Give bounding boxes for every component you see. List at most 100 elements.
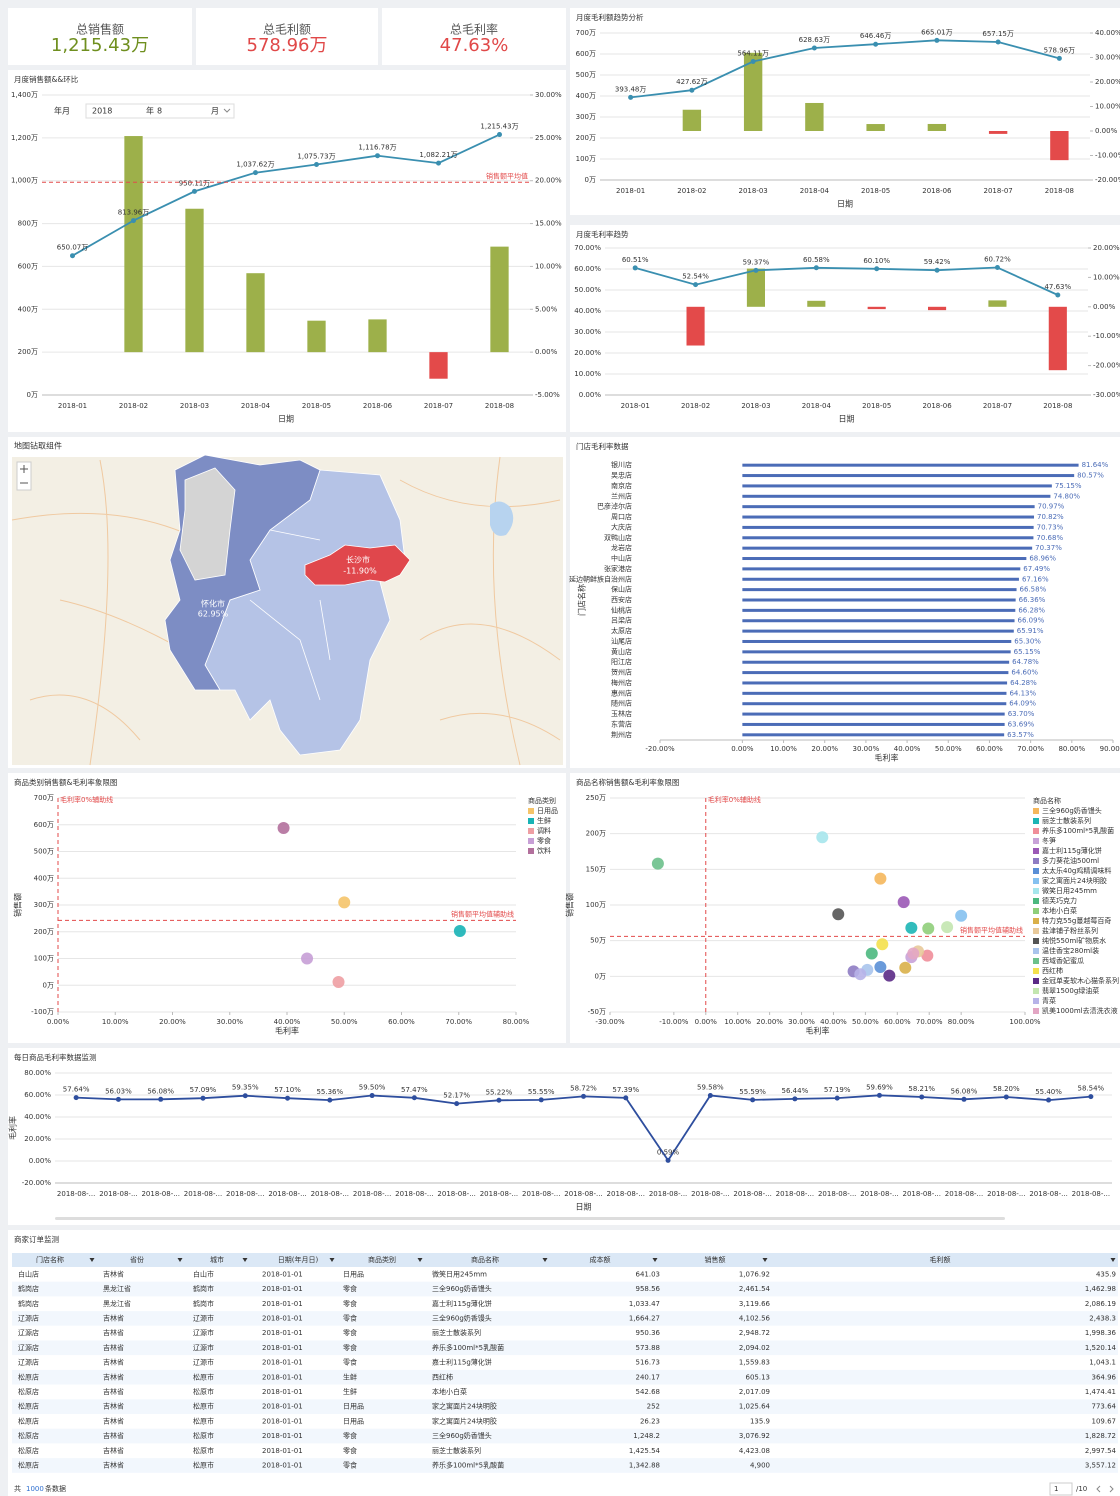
legend-swatch[interactable]: [1033, 928, 1039, 934]
table-cell: 零食: [343, 1284, 357, 1293]
column-header[interactable]: 销售额: [705, 1255, 726, 1264]
chevron[interactable]: [223, 108, 231, 113]
legend-swatch[interactable]: [1033, 968, 1039, 974]
sort-icon[interactable]: [762, 1258, 768, 1262]
column-header[interactable]: 省份: [130, 1255, 144, 1264]
legend-label[interactable]: 生鲜: [537, 816, 551, 825]
legend-swatch[interactable]: [1033, 818, 1039, 824]
legend-swatch[interactable]: [1033, 898, 1039, 904]
legend-label[interactable]: 冬笋: [1042, 836, 1056, 845]
sort-icon[interactable]: [89, 1258, 95, 1262]
column-header[interactable]: 门店名称: [36, 1255, 64, 1264]
legend-label[interactable]: 日用品: [537, 807, 558, 815]
data-label: 67.49%: [1023, 565, 1050, 573]
legend-swatch[interactable]: [1033, 918, 1039, 924]
legend-swatch[interactable]: [528, 848, 534, 854]
legend-swatch[interactable]: [528, 838, 534, 844]
sort-icon[interactable]: [177, 1258, 183, 1262]
legend-swatch[interactable]: [528, 808, 534, 814]
legend-label[interactable]: 金冠单麦软木心猫条系列: [1042, 976, 1119, 985]
filter-month[interactable]: 8: [157, 107, 162, 116]
table-cell: 鹤岗市: [193, 1284, 214, 1293]
legend-label[interactable]: 西域香妃蜜瓜: [1042, 956, 1084, 965]
legend-label[interactable]: 丽芝士散装系列: [1042, 816, 1091, 825]
legend-label[interactable]: 青菜: [1042, 996, 1056, 1005]
x-tick-label: 60.00%: [388, 1018, 415, 1026]
legend-label[interactable]: 纯悦550ml矿物质水: [1042, 936, 1106, 945]
legend-label[interactable]: 多力葵花油500ml: [1042, 856, 1099, 865]
legend-swatch[interactable]: [1033, 938, 1039, 944]
filter-year[interactable]: 2018: [92, 107, 112, 116]
line-point: [623, 1095, 629, 1101]
legend-swatch[interactable]: [1033, 828, 1039, 834]
y2-tick-label: -20.00%: [1093, 362, 1120, 370]
legend-label[interactable]: 翡翠1500g绿油菜: [1042, 986, 1099, 995]
table-cell: 吉林省: [103, 1269, 124, 1278]
legend-label[interactable]: 调料: [537, 826, 551, 835]
column-header[interactable]: 商品类别: [368, 1255, 396, 1264]
legend-label[interactable]: 温佳香宝280ml装: [1042, 946, 1099, 955]
x-tick-label: 20.00%: [811, 745, 838, 753]
page-input[interactable]: [1049, 1482, 1073, 1496]
legend-label[interactable]: 嘉士利115g薄化饼: [1042, 846, 1102, 855]
legend-label[interactable]: 养乐多100ml*5乳酸菌: [1042, 826, 1114, 835]
legend-swatch[interactable]: [528, 828, 534, 834]
region[interactable]: [304, 544, 411, 586]
legend-swatch[interactable]: [1033, 988, 1039, 994]
column-header[interactable]: 城市: [210, 1255, 224, 1264]
legend-label[interactable]: 特力克55g蔓越莓百奇: [1042, 916, 1111, 925]
region[interactable]: [179, 467, 236, 581]
sort-icon[interactable]: [329, 1258, 335, 1262]
sort-icon[interactable]: [542, 1258, 548, 1262]
sort-icon[interactable]: [652, 1258, 658, 1262]
table-cell: 2018-01-01: [262, 1344, 303, 1352]
bar: [742, 691, 1007, 695]
legend-swatch[interactable]: [1033, 1008, 1039, 1014]
sort-icon[interactable]: [242, 1258, 248, 1262]
legend-swatch[interactable]: [1033, 958, 1039, 964]
legend-swatch[interactable]: [1033, 858, 1039, 864]
date-filter[interactable]: 年月 2018 年 8 月: [54, 103, 235, 119]
table-cell: 养乐多100ml*5乳酸菌: [432, 1460, 504, 1469]
line-point: [314, 161, 319, 167]
legend-swatch[interactable]: [1033, 998, 1039, 1004]
page-current[interactable]: 1: [1054, 1485, 1058, 1493]
legend-swatch[interactable]: [1033, 838, 1039, 844]
sort-icon[interactable]: [1110, 1258, 1116, 1262]
legend-swatch[interactable]: [1033, 878, 1039, 884]
scrollbar[interactable]: [55, 1217, 1005, 1220]
data-label: 59.69%: [866, 1083, 893, 1091]
legend-label[interactable]: 零食: [537, 836, 551, 845]
column-header[interactable]: 商品名称: [471, 1255, 499, 1264]
sort-icon[interactable]: [417, 1258, 423, 1262]
legend-label[interactable]: 盐津铺子粉丝系列: [1042, 926, 1098, 935]
column-header[interactable]: 毛利额: [930, 1255, 951, 1264]
legend-swatch[interactable]: [528, 818, 534, 824]
legend-swatch[interactable]: [1033, 888, 1039, 894]
data-label: 57.19%: [824, 1086, 851, 1094]
legend-swatch[interactable]: [1033, 948, 1039, 954]
column-header[interactable]: 日期(年月日): [278, 1255, 319, 1264]
legend-swatch[interactable]: [1033, 908, 1039, 914]
legend-swatch[interactable]: [1033, 978, 1039, 984]
filter-box[interactable]: [85, 103, 235, 119]
x-tick-label: 30.00%: [216, 1018, 243, 1026]
y2-tick-label: 10.00%: [1095, 103, 1120, 111]
bar: [742, 702, 1007, 706]
legend-label[interactable]: 饮料: [537, 846, 551, 855]
legend-swatch[interactable]: [1033, 808, 1039, 814]
legend-swatch[interactable]: [1033, 868, 1039, 874]
kpi-title: 总毛利率: [450, 22, 498, 37]
legend-label[interactable]: 德芙巧克力: [1042, 896, 1077, 905]
pager-arrows[interactable]: [1096, 1485, 1114, 1493]
legend-label[interactable]: 家之寓面片24块明胶: [1042, 876, 1107, 885]
legend-label[interactable]: 太太乐40g鸡精调味料: [1042, 866, 1111, 875]
zoom-icons[interactable]: [20, 465, 28, 484]
column-header[interactable]: 成本额: [590, 1255, 611, 1264]
legend-swatch[interactable]: [1033, 848, 1039, 854]
legend-label[interactable]: 三全960g奶香馒头: [1042, 806, 1102, 815]
legend-label[interactable]: 微笑日用245mm: [1042, 886, 1097, 895]
legend-label[interactable]: 西红柿: [1042, 966, 1063, 975]
legend-label[interactable]: 凯美1000ml去渍洗衣液: [1042, 1006, 1118, 1015]
legend-label[interactable]: 本地小白菜: [1042, 906, 1077, 915]
